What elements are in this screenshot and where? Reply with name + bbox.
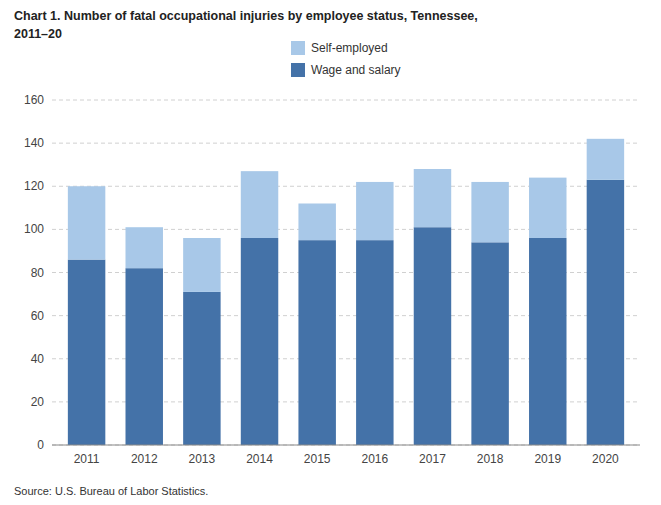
bar — [587, 180, 624, 445]
chart-container: Chart 1. Number of fatal occupational in… — [0, 0, 661, 505]
chart-title: Chart 1. Number of fatal occupational in… — [14, 9, 478, 23]
bar — [471, 242, 508, 445]
grid-line — [52, 143, 640, 144]
bar — [241, 238, 278, 445]
bar — [356, 182, 393, 240]
bar — [298, 204, 335, 241]
legend-label: Self-employed — [311, 41, 388, 55]
bar — [68, 186, 105, 259]
page: {"chart_data": { "type": "bar", "stacked… — [0, 0, 661, 505]
x-tick-label: 2019 — [534, 452, 561, 466]
x-tick-label: 2011 — [74, 452, 100, 466]
y-tick-label: 60 — [31, 309, 45, 323]
bar — [68, 260, 105, 445]
legend-swatch — [291, 63, 305, 77]
legend-label: Wage and salary — [311, 63, 401, 77]
bar — [126, 227, 163, 268]
y-tick-label: 140 — [24, 136, 44, 150]
x-axis: 2011 2012 2013 2014 2015 2016 2017 2018 2019 2020 — [52, 445, 640, 466]
x-tick-label: 2013 — [189, 452, 216, 466]
source-note: Source: U.S. Bureau of Labor Statistics. — [14, 485, 208, 497]
bars — [68, 139, 624, 445]
x-tick-label: 2015 — [304, 452, 331, 466]
grid-line — [52, 445, 640, 446]
y-tick-label: 100 — [24, 222, 44, 236]
bar — [183, 238, 220, 292]
x-tick-label: 2012 — [131, 452, 158, 466]
bar — [587, 139, 624, 180]
x-tick-label: 2018 — [477, 452, 504, 466]
legend-swatch — [291, 41, 305, 55]
chart-svg: Chart 1. Number of fatal occupational in… — [0, 0, 661, 505]
bar — [414, 169, 451, 227]
y-tick-label: 40 — [31, 352, 45, 366]
bar — [529, 238, 566, 445]
grid-line — [52, 100, 640, 101]
bar — [471, 182, 508, 242]
grid — [52, 100, 640, 445]
bar — [126, 268, 163, 445]
bar — [183, 292, 220, 445]
bar — [529, 178, 566, 238]
bar — [241, 171, 278, 238]
bar — [298, 240, 335, 445]
x-tick-label: 2017 — [419, 452, 446, 466]
y-tick-label: 80 — [31, 266, 45, 280]
x-tick-label: 2014 — [246, 452, 273, 466]
chart-title: 2011–20 — [14, 27, 62, 41]
legend: Self-employed Wage and salary — [291, 41, 401, 77]
bar — [414, 227, 451, 445]
x-tick-label: 2020 — [592, 452, 619, 466]
x-tick-label: 2016 — [361, 452, 388, 466]
y-tick-label: 0 — [37, 438, 44, 452]
bar — [356, 240, 393, 445]
x-axis-line — [52, 445, 640, 446]
y-tick-label: 120 — [24, 179, 44, 193]
y-tick-label: 160 — [24, 93, 44, 107]
y-axis: 0 20 40 60 80 100 120 140 160 — [24, 93, 44, 452]
y-tick-label: 20 — [31, 395, 45, 409]
